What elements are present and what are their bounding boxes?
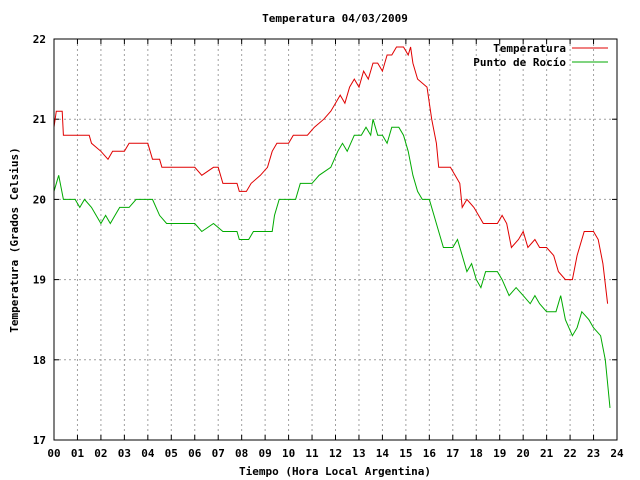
x-tick-label: 03 (118, 447, 131, 460)
y-tick-label: 17 (33, 434, 46, 447)
series-line-1 (53, 119, 611, 408)
x-tick-label: 15 (399, 447, 412, 460)
legend-label: Temperatura (493, 42, 566, 55)
x-tick-label: 09 (259, 447, 272, 460)
series-line-0 (53, 46, 609, 304)
x-tick-label: 19 (493, 447, 506, 460)
x-tick-label: 04 (141, 447, 155, 460)
x-tick-label: 16 (423, 447, 437, 460)
series-lines (53, 46, 611, 408)
x-tick-label: 22 (563, 447, 576, 460)
plot-frame (53, 38, 618, 441)
x-tick-label: 21 (540, 447, 554, 460)
x-tick-label: 10 (282, 447, 295, 460)
y-tick-label: 19 (33, 274, 46, 287)
y-axis-ticks: 17 18 19 20 21 22 (33, 33, 617, 447)
x-tick-label: 07 (212, 447, 225, 460)
x-axis-ticks: 00 01 02 03 04 05 06 07 08 09 10 11 12 13 14 15 16 17 18 19… (47, 39, 624, 460)
y-tick-label: 20 (33, 193, 46, 206)
x-tick-label: 02 (94, 447, 107, 460)
x-tick-label: 00 (47, 447, 60, 460)
x-tick-label: 11 (305, 447, 319, 460)
x-tick-label: 17 (446, 447, 459, 460)
x-tick-label: 13 (352, 447, 365, 460)
chart-title: Temperatura 04/03/2009 (262, 12, 408, 25)
x-tick-label: 12 (329, 447, 342, 460)
x-tick-label: 18 (470, 447, 483, 460)
y-axis-label: Temperatura (Grados Celsius) (8, 147, 21, 332)
grid (54, 39, 617, 440)
x-tick-label: 20 (517, 447, 530, 460)
x-tick-label: 06 (188, 447, 202, 460)
y-tick-label: 18 (33, 354, 46, 367)
x-tick-label: 23 (587, 447, 600, 460)
legend-label: Punto de Rocío (473, 56, 566, 69)
x-tick-label: 01 (71, 447, 85, 460)
y-tick-label: 21 (33, 113, 47, 126)
y-tick-label: 22 (33, 33, 46, 46)
x-tick-label: 14 (376, 447, 390, 460)
x-axis-label: Tiempo (Hora Local Argentina) (239, 465, 431, 478)
x-tick-label: 08 (235, 447, 248, 460)
x-tick-label: 24 (610, 447, 624, 460)
x-tick-label: 05 (165, 447, 178, 460)
